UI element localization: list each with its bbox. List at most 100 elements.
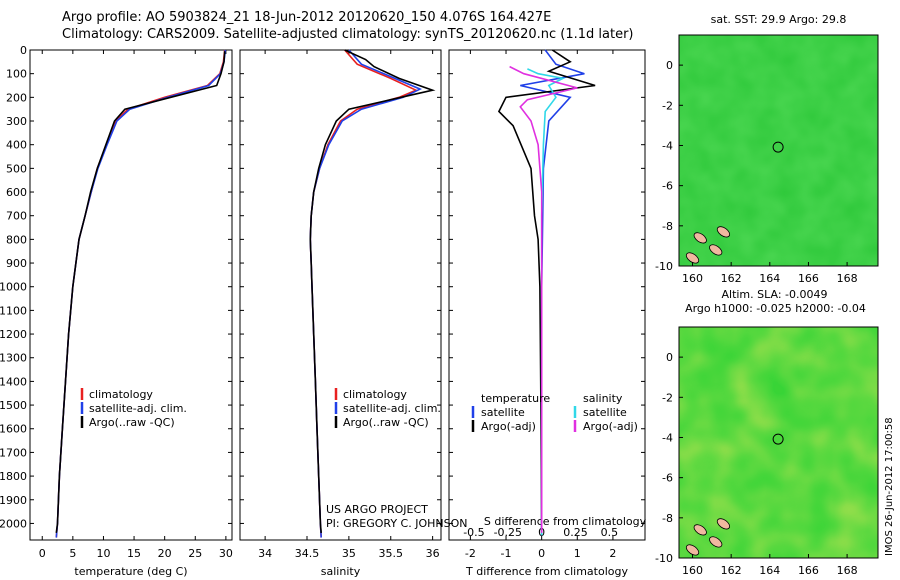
- island-shape: [685, 252, 700, 264]
- argo-position-marker: [772, 141, 784, 153]
- salinity-xtick-label: 35: [342, 547, 356, 560]
- salinity-diff-tick-label: 0.25: [563, 526, 588, 539]
- sst_map-ytick-label: -4: [662, 139, 673, 152]
- differences-xtick-label: -1: [501, 547, 512, 560]
- legend-entry: Argo(-adj): [583, 420, 638, 433]
- depth-tick-label: 1300: [0, 352, 27, 365]
- sla_map-title: Altim. SLA: -0.0049: [721, 288, 827, 301]
- salinity-xtick-label: 34: [258, 547, 272, 560]
- series-line-differences-1: [497, 49, 596, 533]
- temperature-xtick-label: 0: [39, 547, 46, 560]
- differences-xtick-label: 1: [574, 547, 581, 560]
- sla_map-xtick-label: 160: [682, 564, 703, 577]
- sst_map-title: sat. SST: 29.9 Argo: 29.8: [711, 13, 847, 26]
- depth-tick-label: 200: [6, 91, 27, 104]
- legend-header-salinity: salinity: [583, 392, 623, 405]
- differences-xtick-label: 0: [538, 547, 545, 560]
- temperature-xtick-label: 15: [127, 547, 141, 560]
- legend-entry: satellite: [481, 406, 525, 419]
- island-shape: [685, 544, 700, 556]
- temperature-xtick-label: 30: [219, 547, 233, 560]
- sst_map-field: [679, 35, 878, 266]
- legend-entry: Argo(..raw -QC): [89, 416, 175, 429]
- legend-entry: Argo(-adj): [481, 420, 536, 433]
- island-shape: [709, 244, 723, 256]
- salinity-xlabel: salinity: [321, 565, 361, 578]
- legend-header-temperature: temperature: [481, 392, 550, 405]
- sst_map-frame: [678, 34, 879, 267]
- depth-tick-label: 400: [6, 139, 27, 152]
- depth-tick-label: 800: [6, 233, 27, 246]
- island-shape: [709, 536, 723, 548]
- depth-tick-label: 500: [6, 162, 27, 175]
- temperature-xtick-label: 10: [96, 547, 110, 560]
- sst_map-xtick-label: 160: [682, 272, 703, 285]
- sla_map-ytick-label: -4: [662, 431, 673, 444]
- depth-tick-label: 2000: [0, 517, 27, 530]
- temperature-xtick-label: 25: [188, 547, 202, 560]
- depth-tick-label: 0: [20, 44, 27, 57]
- salinity-diff-xlabel: S difference from climatology: [484, 515, 647, 528]
- sst_map-ytick-label: -8: [662, 220, 673, 233]
- series-line-temperature-2: [55, 51, 226, 534]
- project-label: US ARGO PROJECT: [326, 503, 428, 516]
- sla_map-xtick-label: 168: [837, 564, 858, 577]
- sla_map-field: [679, 327, 878, 558]
- depth-tick-label: 1400: [0, 375, 27, 388]
- sla_map-xtick-label: 166: [798, 564, 819, 577]
- depth-tick-label: 1100: [0, 304, 27, 317]
- sst_map-xtick-label: 168: [837, 272, 858, 285]
- depth-tick-label: 900: [6, 257, 27, 270]
- pi-label: PI: GREGORY C. JOHNSON: [326, 517, 467, 530]
- sst_map-xtick-label: 166: [798, 272, 819, 285]
- temperature-xlabel: temperature (deg C): [74, 565, 187, 578]
- sla_map-xtick-label: 164: [759, 564, 780, 577]
- depth-tick-label: 1800: [0, 470, 27, 483]
- sla_map-subtitle: Argo h1000: -0.025 h2000: -0.04: [685, 302, 866, 315]
- figure-title-line1: Argo profile: AO 5903824_21 18-Jun-2012 …: [62, 10, 552, 25]
- figure-title-line2: Climatology: CARS2009. Satellite-adjuste…: [62, 27, 634, 42]
- salinity-xtick-label: 34.5: [295, 547, 320, 560]
- temperature-xtick-label: 5: [69, 547, 76, 560]
- sst_map-ytick-label: -6: [662, 180, 673, 193]
- salinity-frame: [239, 49, 442, 541]
- salinity-diff-tick-label: 0.5: [601, 526, 619, 539]
- depth-tick-label: 1700: [0, 446, 27, 459]
- sla_map-ytick-label: 0: [666, 351, 673, 364]
- legend-entry: satellite-adj. clim.: [89, 402, 187, 415]
- sst_map-xtick-label: 164: [759, 272, 780, 285]
- sst_map-ytick-label: -10: [655, 260, 673, 273]
- differences-frame: [448, 49, 646, 541]
- differences-xlabel: T difference from climatology: [465, 565, 628, 578]
- sla_map-frame: [678, 326, 879, 559]
- legend-entry: Argo(..raw -QC): [343, 416, 429, 429]
- legend-entry: satellite-adj. clim.: [343, 402, 441, 415]
- sst_map-xtick-label: 162: [721, 272, 742, 285]
- salinity-xtick-label: 35.5: [379, 547, 404, 560]
- island-shape: [716, 226, 731, 238]
- island-shape: [693, 524, 707, 536]
- sla_map-ytick-label: -8: [662, 512, 673, 525]
- depth-tick-label: 1200: [0, 328, 27, 341]
- depth-tick-label: 300: [6, 115, 27, 128]
- salinity-xtick-label: 36: [426, 547, 440, 560]
- temperature-frame: [29, 49, 233, 541]
- depth-tick-label: 100: [6, 68, 27, 81]
- legend-entry: satellite: [583, 406, 627, 419]
- depth-tick-label: 700: [6, 210, 27, 223]
- legend-entry: climatology: [343, 388, 407, 401]
- salinity-diff-tick-label: -0.25: [494, 526, 522, 539]
- differences-xtick-label: 2: [609, 547, 616, 560]
- series-line-differences-3: [509, 65, 578, 533]
- depth-tick-label: 1000: [0, 281, 27, 294]
- salinity-diff-tick-label: -0.5: [463, 526, 484, 539]
- sla_map-ytick-label: -2: [662, 391, 673, 404]
- sla_map-xtick-label: 162: [721, 564, 742, 577]
- differences-xtick-label: -2: [465, 547, 476, 560]
- depth-tick-label: 1900: [0, 494, 27, 507]
- island-shape: [693, 232, 707, 244]
- depth-tick-label: 600: [6, 186, 27, 199]
- temperature-xtick-label: 20: [158, 547, 172, 560]
- depth-tick-label: 1600: [0, 423, 27, 436]
